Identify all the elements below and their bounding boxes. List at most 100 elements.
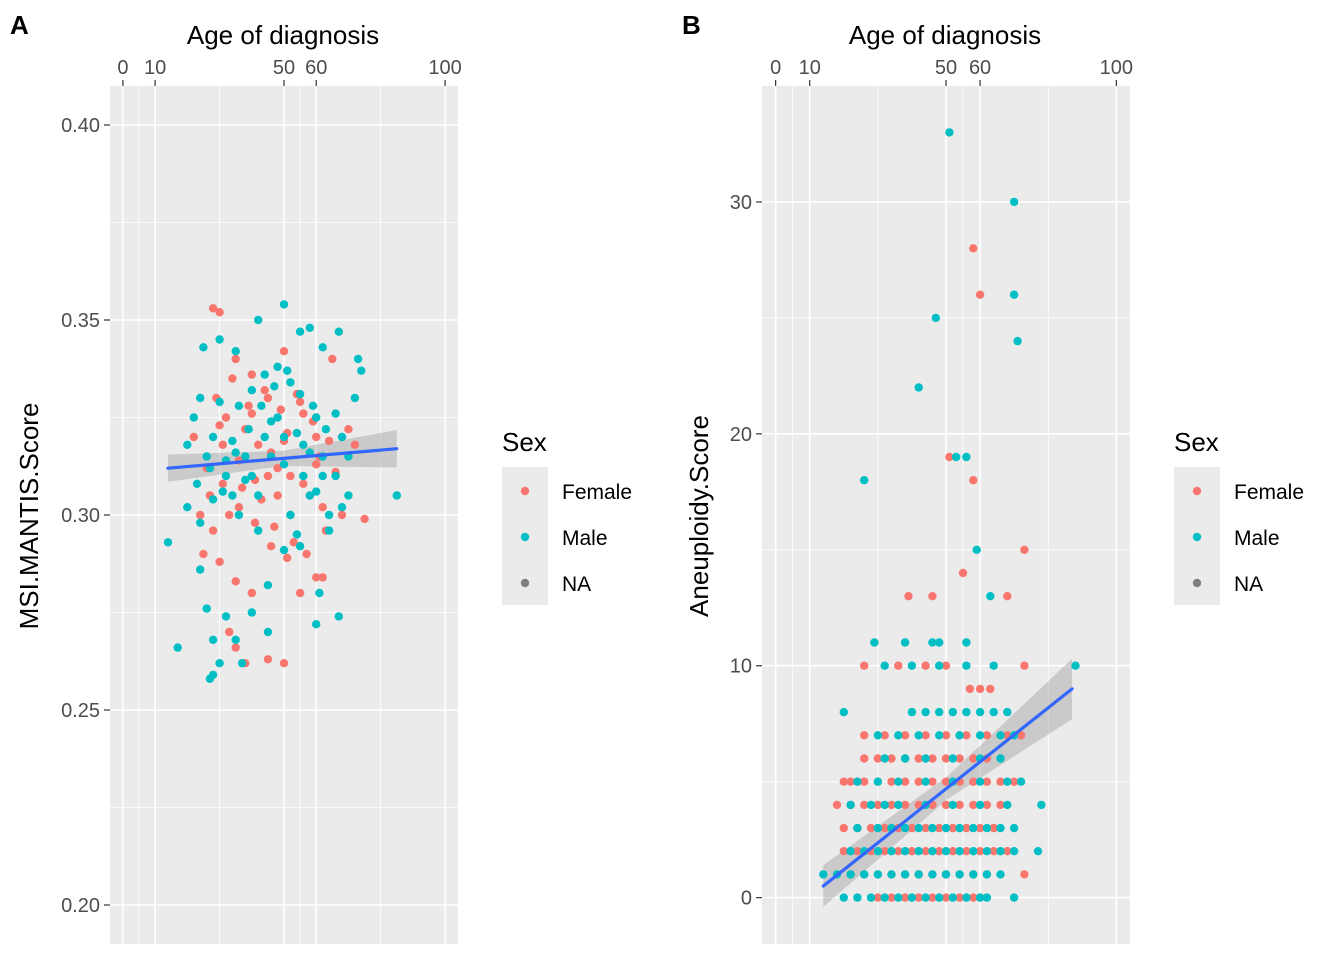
panel-a-point-female — [302, 549, 311, 559]
panel-b-legend: Sex Female Male NA — [1174, 427, 1304, 605]
panel-b-legend-key-na — [1192, 578, 1202, 588]
panel-b-point-female — [907, 847, 917, 856]
panel-b-point-female — [873, 800, 883, 810]
panel-b-point-male — [900, 638, 910, 647]
panel-a-point-male — [350, 393, 360, 403]
panel-b-point-male — [975, 731, 985, 740]
panel-b-point-male — [914, 731, 923, 740]
panel-a-y-axis-title: MSI.MANTIS.Score — [14, 403, 44, 630]
panel-b-point-male — [921, 754, 930, 763]
panel-b-point-female — [1020, 870, 1029, 879]
panel-a-point-male — [324, 510, 334, 520]
panel-b-point-female — [928, 777, 937, 786]
panel-b-point-female — [989, 847, 998, 856]
panel-b-point-female — [880, 731, 889, 740]
panel-a-point-female — [276, 405, 285, 414]
panel-b-point-male — [982, 893, 992, 902]
panel-b-point-female — [860, 777, 869, 786]
panel-a-point-female — [231, 354, 240, 364]
panel-a-point-female — [295, 397, 305, 407]
panel-a-legend-key-male — [520, 532, 530, 542]
panel-a-point-male — [221, 612, 231, 621]
panel-b-point-male — [880, 893, 889, 902]
panel-a-legend-title: Sex — [502, 427, 547, 457]
panel-a-point-female — [247, 409, 256, 418]
panel-a-x-tick-label: 0 — [117, 57, 128, 79]
panel-b-point-female — [894, 661, 903, 670]
panel-b-tag: B — [682, 10, 701, 40]
panel-a-point-male — [215, 335, 224, 344]
panel-b-point-male — [907, 707, 917, 717]
panel-b-point-female — [941, 800, 951, 810]
panel-a-point-female — [318, 503, 327, 512]
panel-a-point-female — [273, 491, 282, 500]
panel-a-point-female — [328, 354, 337, 364]
panel-b-point-female — [965, 684, 975, 694]
panel-a-point-male — [292, 428, 302, 438]
panel-b-point-female — [860, 800, 869, 810]
panel-a-point-male — [183, 503, 192, 512]
panel-b-point-female — [860, 754, 869, 763]
panel-b-point-male — [866, 800, 876, 810]
panel-a-point-male — [254, 526, 263, 535]
panel-a-confidence-band-area — [168, 430, 397, 482]
panel-a-point-female — [231, 643, 240, 652]
panel-b-point-female — [921, 847, 930, 856]
panel-b-point-female — [941, 731, 951, 740]
panel-a-point-female — [263, 393, 273, 403]
panel-a-legend: Sex Female Male NA — [502, 427, 632, 605]
panel-a-point-male — [199, 343, 208, 352]
panel-b-point-male — [1016, 777, 1026, 786]
panel-b-point-female — [1016, 731, 1026, 740]
panel-a-point-male — [318, 343, 327, 352]
panel-b-point-male — [948, 893, 957, 902]
panel-b-point-male — [866, 893, 876, 902]
panel-a-point-male — [331, 409, 340, 418]
panel-b-point-female — [880, 823, 889, 833]
panel-b-point-female — [921, 731, 930, 740]
panel-a-point-male — [286, 510, 295, 520]
panel-a-point-female — [286, 471, 295, 481]
panel-a-point-male — [279, 432, 289, 442]
panel-a-point-male — [163, 538, 173, 547]
panel-b-point-male — [955, 847, 964, 856]
panel-b-y-tick-label: 0 — [741, 888, 752, 910]
panel-b-point-male — [935, 731, 944, 740]
panel-b-point-male — [870, 638, 879, 647]
panel-a-point-male — [183, 440, 192, 449]
panel-b-point-male — [969, 847, 978, 856]
panel-b-point-female — [996, 800, 1005, 810]
panel-b-point-male — [931, 313, 940, 323]
panel-b-point-female — [1020, 545, 1029, 554]
panel-a-point-male — [292, 530, 302, 539]
panel-a-x-tick-label: 10 — [144, 57, 166, 79]
panel-b-point-male — [1013, 336, 1022, 346]
panel-a-point-female — [208, 526, 218, 535]
panel-a-point-male — [392, 491, 401, 500]
panel-b-point-male — [1003, 800, 1012, 810]
panel-a-point-female — [215, 308, 224, 317]
panel-b-point-male — [935, 661, 944, 670]
panel-a-point-female — [312, 573, 321, 582]
panel-b-point-female — [928, 592, 937, 601]
panel-b-point-male — [975, 893, 985, 902]
panel-b-point-male — [873, 777, 883, 786]
panel-a-point-male — [334, 327, 343, 336]
panel-b-point-male — [962, 893, 971, 902]
panel-b-point-male — [962, 661, 971, 670]
panel-a-legend-label-na: NA — [562, 573, 591, 596]
panel-b-point-male — [839, 707, 848, 717]
panel-b-point-female — [894, 847, 903, 856]
panel-a-x-tick-label: 50 — [273, 57, 295, 79]
panel-a-point-male — [208, 432, 218, 442]
panel-b-point-female — [986, 684, 995, 694]
panel-b-point-female — [996, 777, 1005, 786]
panel-b-legend-title: Sex — [1174, 427, 1219, 457]
panel-b-point-male — [941, 823, 951, 833]
panel-a-point-male — [247, 471, 256, 481]
panel-a-point-male — [231, 347, 240, 356]
panel-b-legend-label-male: Male — [1234, 527, 1280, 550]
panel-a-point-female — [337, 510, 347, 520]
panel-a-point-female — [244, 401, 253, 410]
panel-b-point-female — [900, 777, 910, 786]
